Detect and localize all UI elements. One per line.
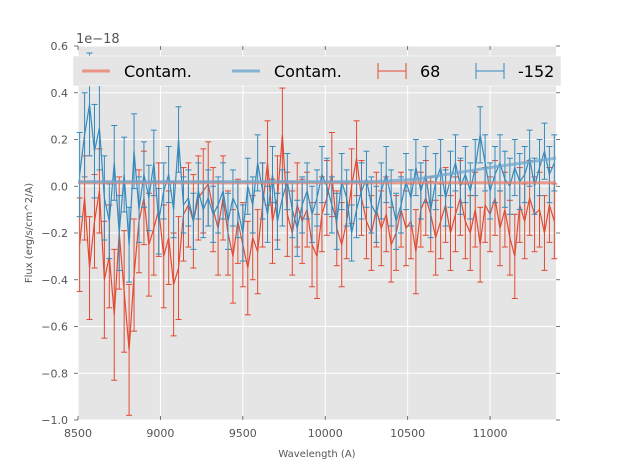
- y-tick-label: 0.6: [51, 40, 69, 53]
- legend-label: -152: [518, 62, 554, 81]
- legend-item: Contam.: [232, 62, 342, 81]
- y-tick-label: 0.4: [51, 87, 69, 100]
- x-tick-label: 9000: [146, 427, 174, 440]
- x-axis-label: Wavelength (A): [278, 449, 355, 460]
- x-tick-label: 10500: [390, 427, 425, 440]
- axis-ticks: 8500 9000 9500 10000 10500 11000 −1.0 −0.8 −0.6 −…: [41, 40, 560, 440]
- series-line: [79, 104, 555, 245]
- y-tick-label: −1.0: [41, 414, 68, 427]
- x-tick-label: 9500: [229, 427, 257, 440]
- legend-label: 68: [420, 62, 440, 81]
- y-tick-label: −0.4: [41, 274, 68, 287]
- contam-lines: [78, 156, 557, 185]
- contam-line-blue: [78, 156, 557, 184]
- y-offset-label: 1e−18: [76, 32, 120, 47]
- y-tick-label: −0.2: [41, 227, 68, 240]
- series-blue-152: [76, 52, 558, 283]
- y-tick-label: 0.2: [51, 134, 69, 147]
- y-tick-label: −0.6: [41, 321, 68, 334]
- x-tick-label: 10000: [308, 427, 343, 440]
- x-tick-label: 11000: [473, 427, 508, 440]
- legend-item: -152: [475, 62, 554, 81]
- y-tick-label: −0.8: [41, 367, 68, 380]
- y-axis-label: Flux (erg/s/cm^2/A): [24, 183, 35, 283]
- y-tick-label: 0.0: [51, 180, 69, 193]
- legend-label: Contam.: [124, 62, 192, 81]
- legend-label: Contam.: [274, 62, 342, 81]
- legend: Contam. Contam. 68 -152: [72, 55, 562, 87]
- legend-item: 68: [377, 62, 440, 81]
- x-tick-label: 8500: [64, 427, 92, 440]
- legend-item: Contam.: [82, 62, 192, 81]
